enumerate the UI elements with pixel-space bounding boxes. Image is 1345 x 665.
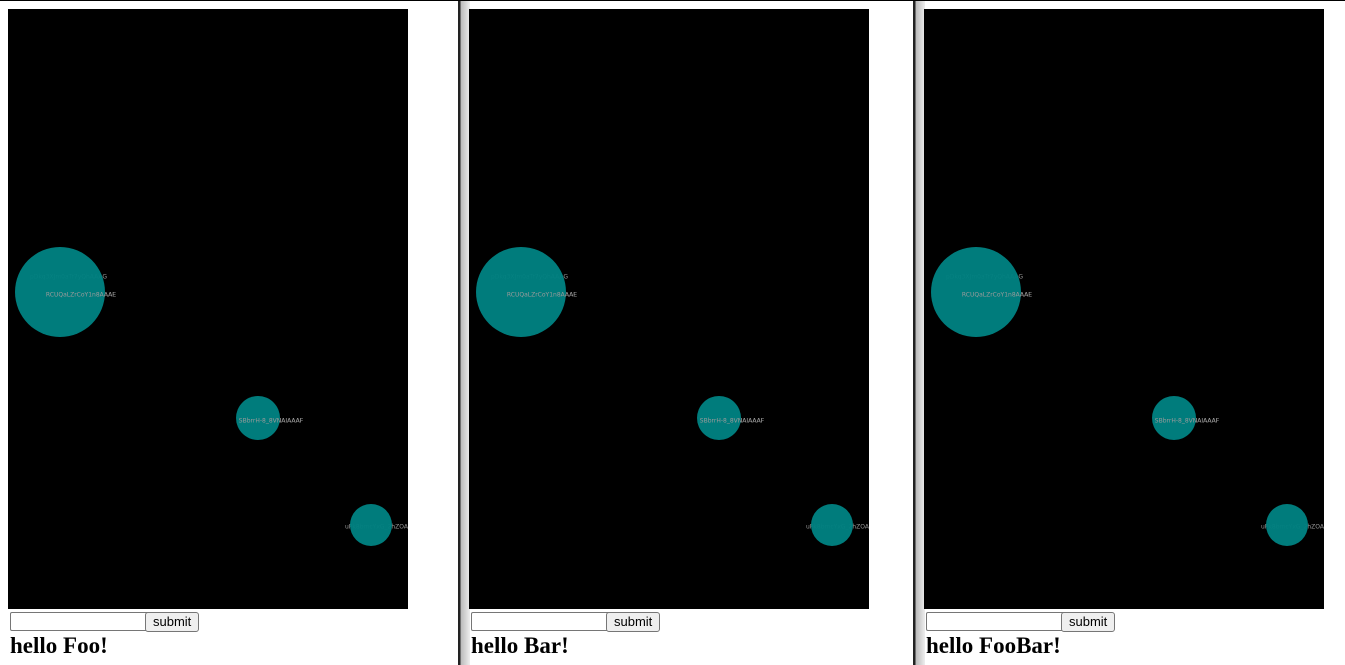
text-input[interactable]	[10, 612, 160, 631]
node-circle	[931, 247, 1021, 337]
node-label: RCUQaLZrCoY1n8AAAE	[962, 292, 1032, 299]
canvas: pDkq3XJm0aTr7yQhAAAGRCUQaLZrCoY1n8AAAESB…	[924, 9, 1324, 609]
node-circle	[350, 504, 392, 546]
node-label: SBbrrH-8_8VNAIAAAF	[239, 418, 304, 425]
node-circle	[1152, 396, 1196, 440]
node-label: RCUQaLZrCoY1n8AAAE	[46, 292, 116, 299]
greeting: hello Bar!	[471, 633, 569, 658]
node-label: RCUQaLZrCoY1n8AAAE	[507, 292, 577, 299]
panel: pDkq3XJm0aTr7yQhAAAGRCUQaLZrCoY1n8AAAESB…	[0, 1, 458, 665]
submit-button[interactable]: submit	[1061, 612, 1116, 632]
node-label: SBbrrH-8_8VNAIAAAF	[700, 418, 765, 425]
panel-divider	[913, 1, 925, 665]
node-circle	[15, 247, 105, 337]
submit-button[interactable]: submit	[606, 612, 661, 632]
canvas: pDkq3XJm0aTr7yQhAAAGRCUQaLZrCoY1n8AAAESB…	[8, 9, 408, 609]
node-circle	[236, 396, 280, 440]
panel-divider	[458, 1, 470, 665]
node-circle	[697, 396, 741, 440]
text-input[interactable]	[926, 612, 1076, 631]
text-input[interactable]	[471, 612, 621, 631]
node-circle	[811, 504, 853, 546]
panel: pDkq3XJm0aTr7yQhAAAGRCUQaLZrCoY1n8AAAESB…	[461, 1, 901, 665]
greeting: hello Foo!	[10, 633, 108, 658]
panel: pDkq3XJm0aTr7yQhAAAGRCUQaLZrCoY1n8AAAESB…	[916, 1, 1345, 665]
node-circle	[476, 247, 566, 337]
greeting: hello FooBar!	[926, 633, 1061, 658]
submit-button[interactable]: submit	[145, 612, 200, 632]
node-label: SBbrrH-8_8VNAIAAAF	[1155, 418, 1220, 425]
canvas: pDkq3XJm0aTr7yQhAAAGRCUQaLZrCoY1n8AAAESB…	[469, 9, 869, 609]
node-circle	[1266, 504, 1308, 546]
